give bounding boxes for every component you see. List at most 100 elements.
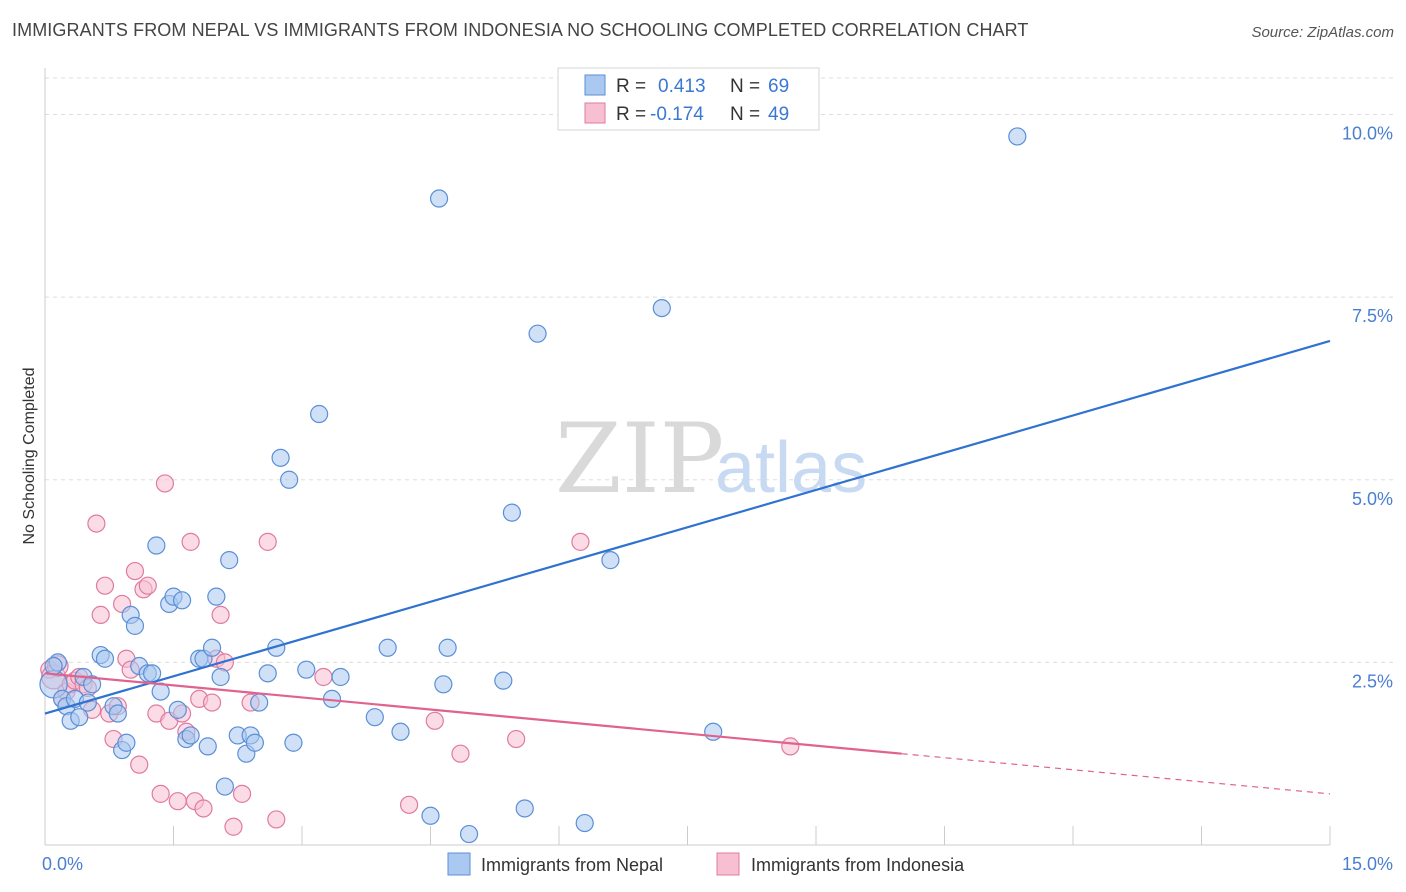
nepal-point-42 bbox=[258, 664, 277, 683]
nepal-point-63 bbox=[575, 813, 594, 833]
nepal-point-46 bbox=[284, 733, 303, 752]
x-tick-label-1: 15.0% bbox=[1342, 854, 1393, 874]
nepal-point-28 bbox=[181, 726, 200, 745]
nepal-point-60 bbox=[502, 503, 521, 522]
grid-lines bbox=[45, 77, 1395, 663]
indonesia-point-40 bbox=[232, 784, 252, 803]
indonesia-point-28 bbox=[168, 792, 187, 811]
indonesia-point-35 bbox=[202, 693, 222, 712]
nepal-point-59 bbox=[494, 671, 513, 690]
nepal-point-41 bbox=[250, 693, 269, 712]
legend-n-value-indonesia: 49 bbox=[768, 104, 789, 125]
indonesia-point-31 bbox=[181, 532, 200, 551]
chart-title: IMMIGRANTS FROM NEPAL VS IMMIGRANTS FROM… bbox=[12, 20, 1029, 40]
indonesia-point-42 bbox=[258, 532, 277, 551]
nepal-trend-line bbox=[44, 339, 1331, 715]
indonesia-point-44 bbox=[314, 667, 333, 687]
indonesia-trend-line bbox=[44, 672, 902, 755]
nepal-point-20 bbox=[142, 664, 162, 683]
y-tick-label-1: 5.0% bbox=[1352, 489, 1393, 509]
x-tick-label-0: 0.0% bbox=[42, 854, 83, 874]
chart-source: Source: ZipAtlas.com bbox=[1251, 24, 1394, 41]
nepal-point-26 bbox=[172, 591, 192, 610]
nepal-point-56 bbox=[434, 675, 453, 694]
legend-n-value-nepal: 69 bbox=[768, 76, 789, 97]
bottom-legend: Immigrants from Nepal Immigrants from In… bbox=[447, 852, 965, 876]
nepal-point-45 bbox=[280, 470, 299, 489]
legend-r-value-indonesia: -0.174 bbox=[650, 104, 704, 125]
indonesia-point-11 bbox=[87, 514, 106, 533]
nepal-point-32 bbox=[202, 638, 222, 657]
indonesia-trend-line-extrapolated bbox=[901, 753, 1331, 795]
nepal-point-43 bbox=[267, 638, 286, 657]
indonesia-point-20 bbox=[125, 561, 145, 581]
tick-labels: 2.5% 5.0% 7.5% 10.0% 0.0% 15.0% bbox=[42, 124, 1393, 874]
nepal-point-48 bbox=[310, 404, 329, 424]
bottom-legend-label-nepal: Immigrants from Nepal bbox=[481, 855, 663, 875]
nepal-point-40 bbox=[245, 733, 264, 752]
nepal-point-50 bbox=[331, 667, 350, 687]
nepal-point-9 bbox=[83, 675, 102, 694]
indonesia-point-12 bbox=[91, 605, 110, 625]
indonesia-point-23 bbox=[138, 576, 157, 595]
indonesia-point-25 bbox=[151, 784, 170, 803]
nepal-points bbox=[39, 127, 1027, 844]
indonesia-point-48 bbox=[507, 729, 526, 749]
legend-n-label-indonesia: N = bbox=[730, 104, 760, 125]
nepal-point-35 bbox=[215, 777, 234, 796]
nepal-point-65 bbox=[652, 299, 671, 318]
nepal-point-13 bbox=[108, 704, 127, 723]
nepal-point-34 bbox=[211, 667, 230, 687]
legend-swatch-indonesia bbox=[584, 102, 606, 124]
watermark-zip: ZIP bbox=[555, 403, 724, 515]
legend-r-value-nepal: 0.413 bbox=[658, 76, 706, 97]
trend-lines bbox=[44, 339, 1331, 795]
legend-swatch-nepal bbox=[584, 74, 606, 96]
nepal-point-58 bbox=[459, 824, 479, 844]
nepal-point-51 bbox=[365, 708, 384, 727]
indonesia-point-46 bbox=[425, 711, 444, 730]
nepal-point-62 bbox=[528, 324, 547, 343]
indonesia-point-34 bbox=[194, 799, 213, 818]
legend-r-label-indonesia: R = bbox=[616, 104, 646, 125]
nepal-point-6 bbox=[70, 708, 89, 727]
nepal-point-52 bbox=[378, 638, 397, 657]
bottom-legend-label-indonesia: Immigrants from Indonesia bbox=[751, 855, 965, 875]
y-tick-label-0: 2.5% bbox=[1352, 671, 1393, 691]
nepal-point-55 bbox=[429, 189, 449, 208]
indonesia-point-37 bbox=[211, 605, 230, 625]
nepal-point-33 bbox=[207, 587, 226, 606]
watermark-atlas: atlas bbox=[715, 428, 867, 508]
nepal-point-53 bbox=[391, 722, 410, 741]
nepal-point-67 bbox=[1008, 127, 1027, 146]
watermark: ZIP atlas bbox=[555, 403, 867, 515]
axes bbox=[44, 68, 1331, 846]
nepal-point-66 bbox=[704, 722, 723, 741]
nepal-point-61 bbox=[515, 799, 534, 818]
indonesia-point-45 bbox=[399, 795, 419, 814]
indonesia-point-43 bbox=[267, 810, 286, 829]
legend-n-label-nepal: N = bbox=[730, 76, 760, 97]
indonesia-point-13 bbox=[95, 576, 115, 595]
nepal-point-68 bbox=[44, 656, 63, 676]
nepal-point-25 bbox=[168, 700, 187, 719]
indonesia-point-26 bbox=[155, 474, 175, 493]
bottom-legend-swatch-indonesia bbox=[716, 852, 740, 876]
indonesia-point-21 bbox=[130, 755, 149, 774]
nepal-point-54 bbox=[421, 806, 440, 825]
y-axis-label: No Schooling Completed bbox=[21, 368, 38, 545]
indonesia-point-39 bbox=[224, 817, 243, 836]
nepal-point-36 bbox=[220, 551, 239, 570]
bottom-legend-swatch-nepal bbox=[447, 852, 471, 876]
nepal-point-11 bbox=[95, 649, 115, 668]
legend: R = 0.413 N = 69 R = -0.174 N = 49 bbox=[557, 67, 820, 131]
nepal-point-21 bbox=[147, 536, 166, 555]
nepal-point-57 bbox=[438, 638, 457, 657]
nepal-point-64 bbox=[601, 551, 620, 570]
y-tick-label-3: 10.0% bbox=[1342, 124, 1393, 144]
nepal-point-44 bbox=[271, 448, 290, 467]
nepal-point-47 bbox=[297, 660, 316, 679]
indonesia-point-50 bbox=[781, 737, 800, 756]
nepal-point-15 bbox=[117, 733, 136, 752]
